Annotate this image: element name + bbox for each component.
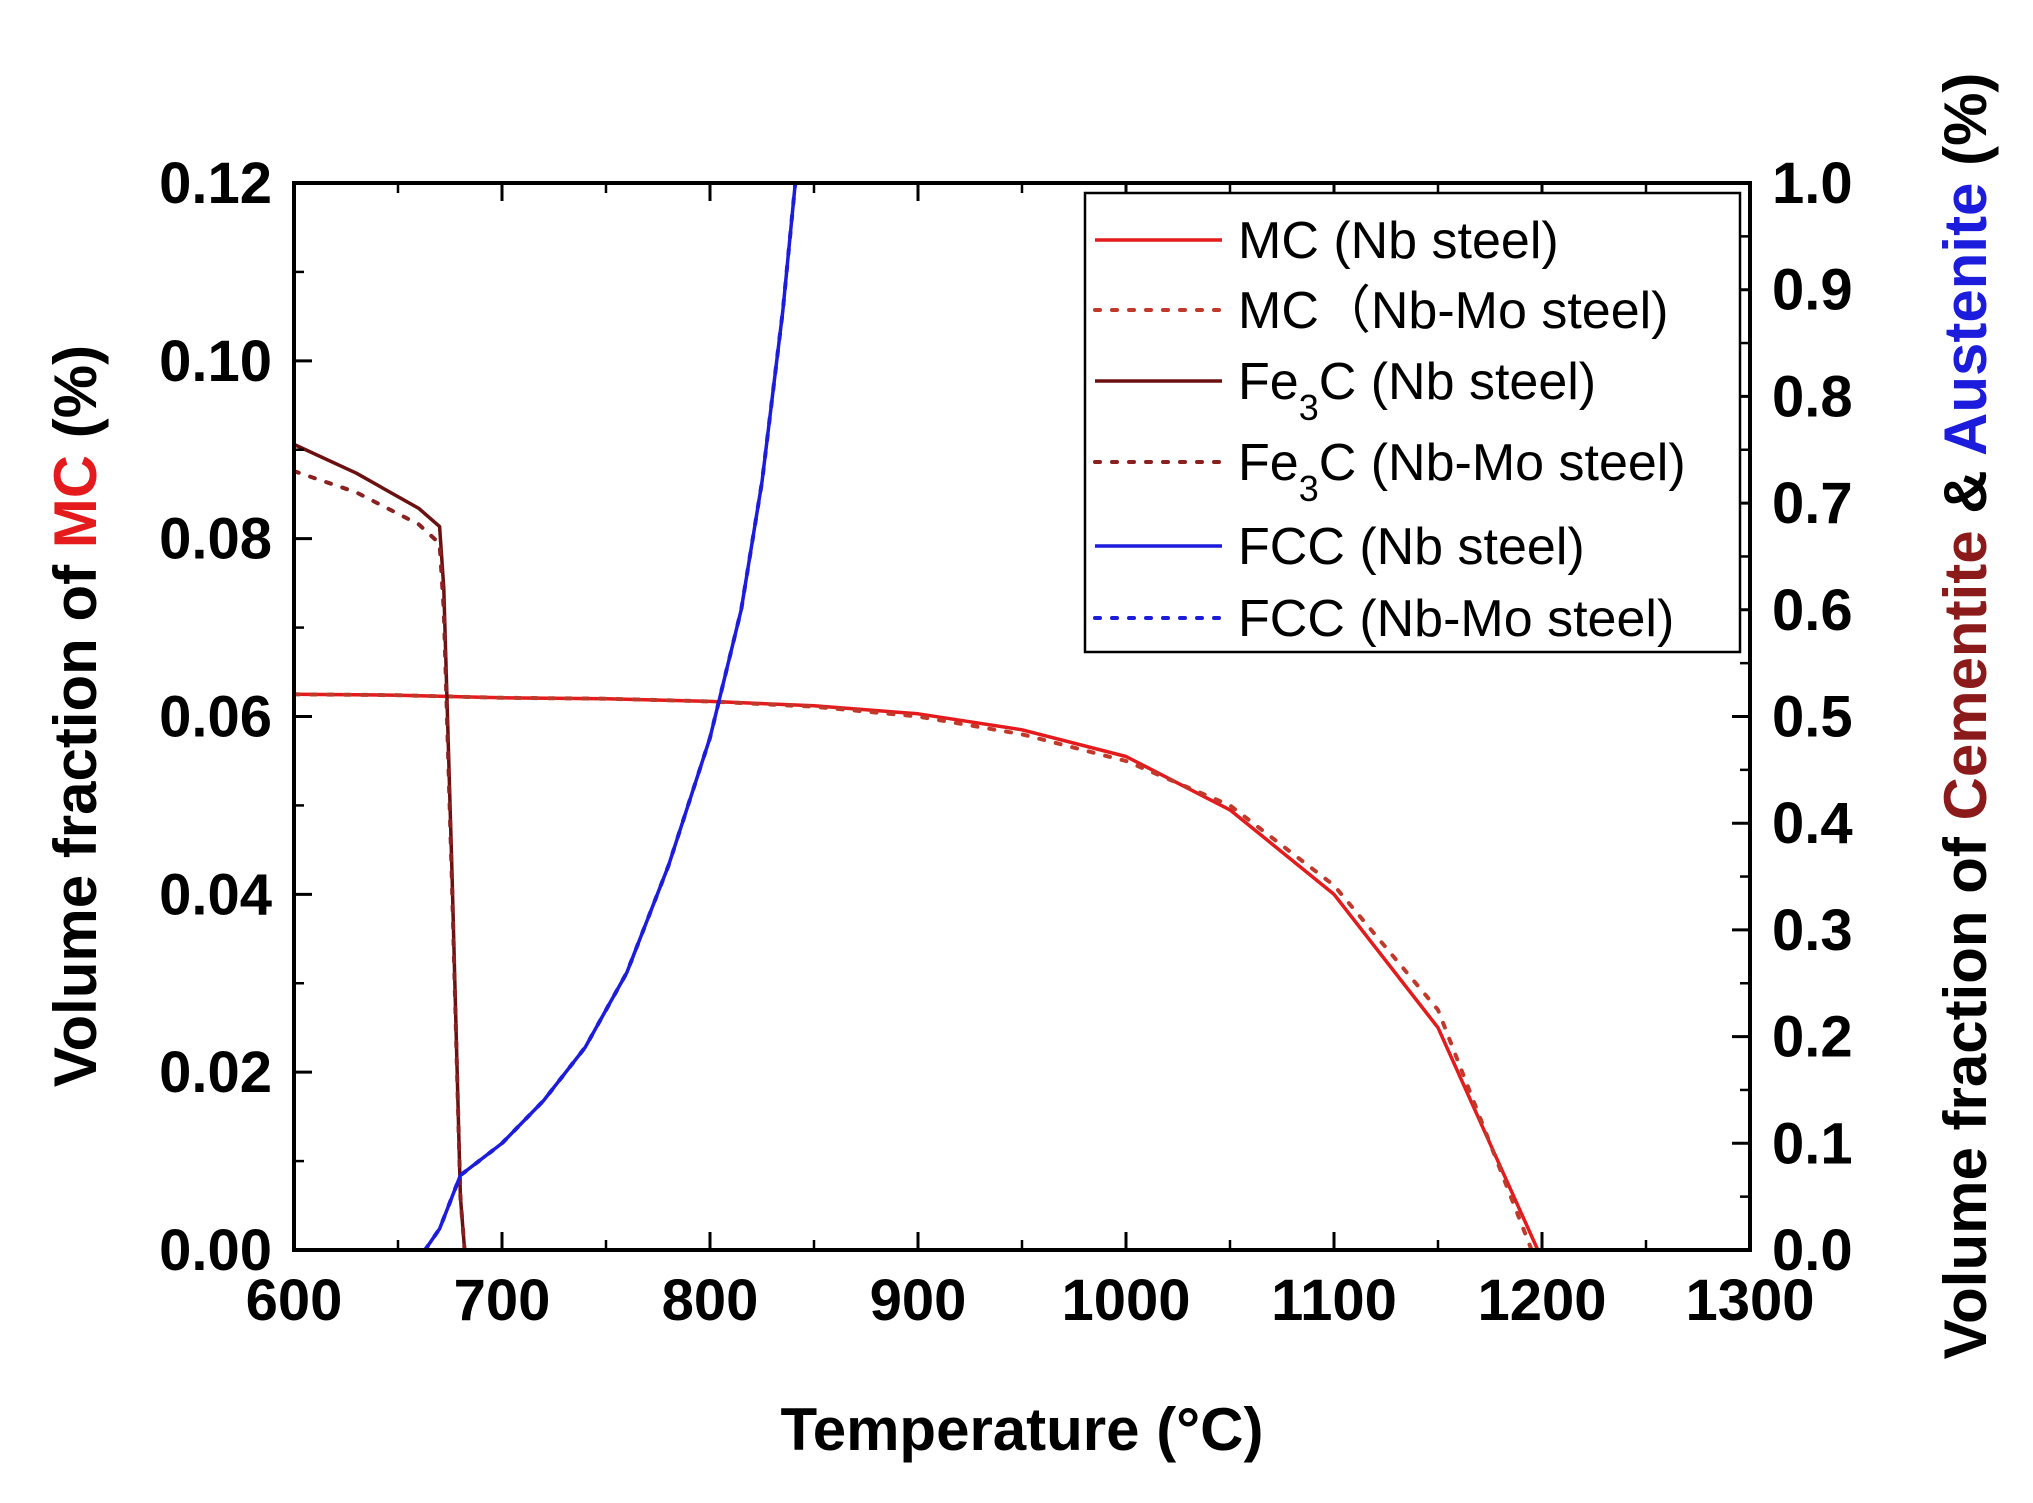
right-y-tick-label: 0.3	[1772, 898, 1853, 963]
axis-title-part: Cementite	[1932, 530, 1999, 820]
right-y-tick-label: 1.0	[1772, 151, 1853, 216]
legend-label: FCC (Nb-Mo steel)	[1238, 590, 1674, 648]
legend-label: MC（Nb-Mo steel)	[1238, 282, 1669, 340]
legend-label: MC (Nb steel)	[1238, 212, 1559, 270]
right-y-tick-label: 0.9	[1772, 258, 1853, 323]
legend-label-part: C (Nb steel)	[1319, 353, 1596, 411]
legend-label-part: Fe	[1238, 353, 1299, 411]
axis-title-part: (%)	[42, 345, 109, 455]
series-line-mc-nb-steel	[294, 692, 1540, 1250]
legend-label: FCC (Nb steel)	[1238, 518, 1585, 576]
axis-title-part: (%)	[1932, 73, 1999, 183]
left-y-tick-label: 0.04	[159, 862, 272, 927]
right-y-tick-label: 0.8	[1772, 364, 1853, 429]
left-y-axis-title: Volume fraction of MC (%)	[42, 345, 109, 1087]
right-y-tick-label: 0.0	[1772, 1218, 1853, 1283]
left-y-tick-label: 0.02	[159, 1040, 272, 1105]
left-y-tick-label: 0.12	[159, 151, 272, 216]
x-tick-label: 1300	[1685, 1268, 1814, 1333]
legend-label-part: Fe	[1238, 434, 1299, 492]
x-axis: 600 700 800 900 1000 1100 1200 1300	[246, 183, 1815, 1333]
legend-label-subscript: 3	[1299, 468, 1319, 509]
right-y-axis: 0.0 0.1 0.2 0.3 0.4 0.5 0.6 0.7 0.8 0.9 1.0	[1732, 151, 1853, 1283]
right-y-tick-label: 0.2	[1772, 1005, 1853, 1070]
right-y-axis-title: Volume fraction of Cementite & Austenite…	[1932, 73, 1999, 1360]
right-y-tick-label: 0.5	[1772, 685, 1853, 750]
x-axis-title: Temperature (°C)	[781, 1396, 1264, 1463]
left-y-tick-label: 0.00	[159, 1218, 272, 1283]
x-tick-label: 1000	[1061, 1268, 1190, 1333]
series-line-mc-nb-mo-steel	[294, 692, 1534, 1250]
axis-title-part: Volume fraction of	[42, 548, 109, 1087]
right-y-tick-label: 0.7	[1772, 471, 1853, 536]
x-tick-label: 800	[662, 1268, 759, 1333]
right-y-tick-label: 0.4	[1772, 791, 1853, 856]
legend-box	[1083, 191, 1742, 654]
legend: MC (Nb steel)MC（Nb-Mo steel)Fe3C (Nb ste…	[1083, 191, 1742, 654]
series-line-fe3c-nb-mo-steel	[294, 469, 467, 1250]
series-layer	[294, 183, 1540, 1250]
axis-title-part: MC	[42, 455, 109, 548]
legend-label-part: C (Nb-Mo steel)	[1319, 434, 1686, 492]
legend-label-subscript: 3	[1299, 387, 1319, 428]
left-y-tick-label: 0.10	[159, 329, 272, 394]
x-tick-label: 700	[454, 1268, 551, 1333]
axis-title-part: Austenite	[1932, 183, 1999, 456]
axis-title-part: Volume fraction of	[1932, 820, 1999, 1359]
left-y-axis: 0.00 0.02 0.04 0.06 0.08 0.10 0.12	[159, 151, 312, 1283]
x-tick-label: 1100	[1271, 1268, 1397, 1333]
series-line-fe3c-nb-steel	[294, 442, 467, 1250]
legend-label: Fe3C (Nb steel)	[1238, 353, 1596, 428]
left-y-tick-label: 0.06	[159, 685, 272, 750]
x-tick-label: 1200	[1477, 1268, 1606, 1333]
axis-title-part: &	[1932, 456, 1999, 530]
left-y-tick-label: 0.08	[159, 507, 272, 572]
right-y-tick-label: 0.1	[1772, 1111, 1853, 1176]
series-line-fcc-nb-steel	[423, 183, 1064, 1250]
x-tick-label: 600	[246, 1268, 343, 1333]
legend-label: Fe3C (Nb-Mo steel)	[1238, 434, 1686, 509]
x-tick-label: 900	[870, 1268, 967, 1333]
series-line-fcc-nb-mo-steel	[423, 183, 1066, 1250]
right-y-tick-label: 0.6	[1772, 578, 1853, 643]
